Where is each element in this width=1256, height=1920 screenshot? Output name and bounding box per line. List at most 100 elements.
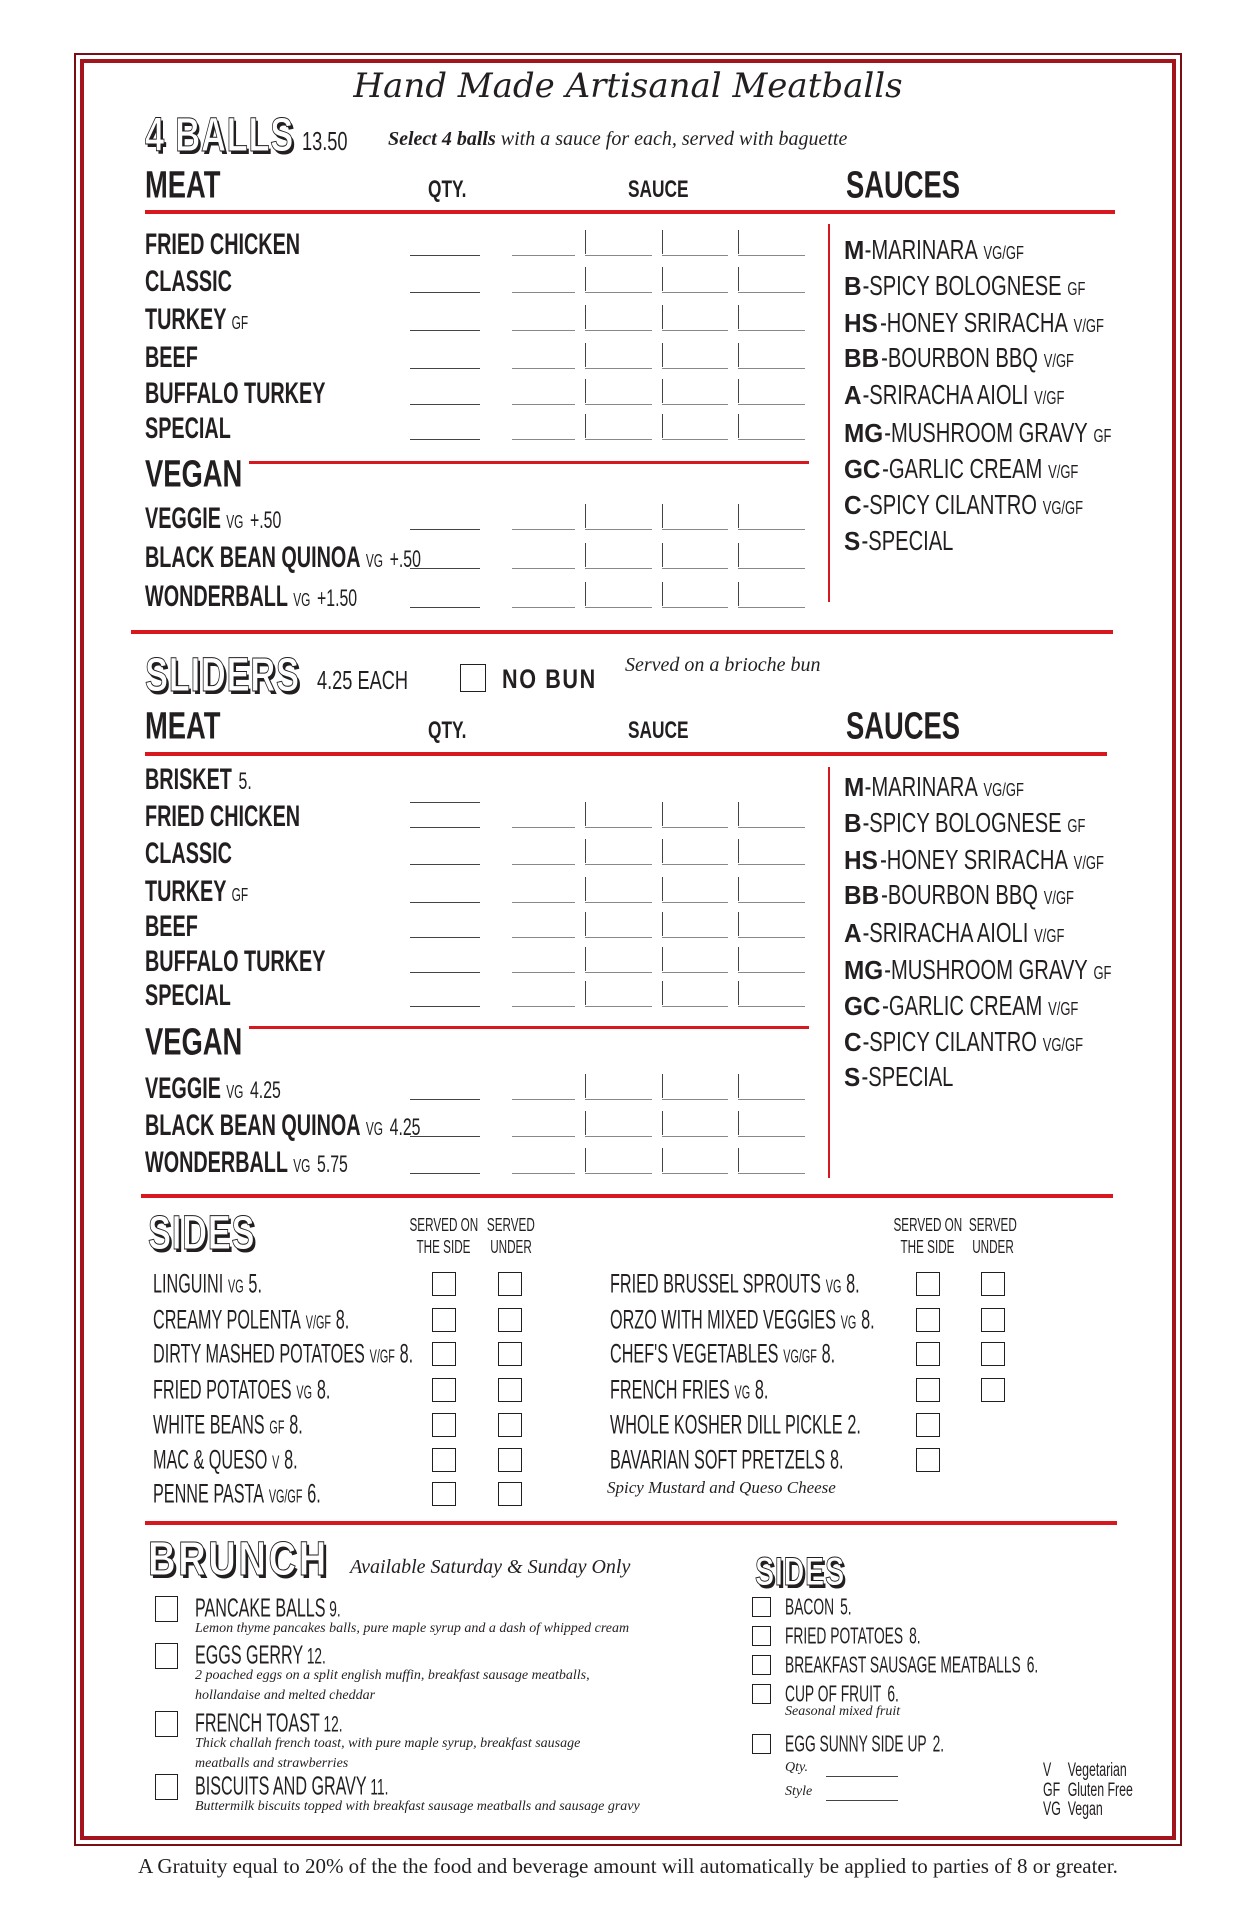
brunch-side-checkbox[interactable] (752, 1734, 771, 1754)
sauce-field[interactable] (662, 529, 728, 530)
served-under-checkbox[interactable] (498, 1448, 522, 1472)
served-under-checkbox[interactable] (498, 1342, 522, 1366)
sauce-field[interactable] (512, 1173, 575, 1174)
sauce-field[interactable] (662, 864, 728, 865)
sauce-field[interactable] (512, 255, 575, 256)
qty-field[interactable] (410, 864, 480, 865)
sauce-field[interactable] (662, 902, 728, 903)
sauce-field[interactable] (585, 368, 652, 369)
qty-field[interactable] (826, 1776, 898, 1777)
sauce-field[interactable] (738, 902, 805, 903)
sauce-field[interactable] (662, 1136, 728, 1137)
served-on-side-checkbox[interactable] (916, 1413, 940, 1437)
sauce-field[interactable] (512, 1099, 575, 1100)
served-under-checkbox[interactable] (498, 1413, 522, 1437)
sauce-field[interactable] (512, 1006, 575, 1007)
qty-field[interactable] (410, 937, 480, 938)
qty-field[interactable] (410, 404, 480, 405)
served-on-side-checkbox[interactable] (432, 1448, 456, 1472)
sauce-field[interactable] (585, 972, 652, 973)
sauce-field[interactable] (585, 529, 652, 530)
sauce-field[interactable] (738, 864, 805, 865)
served-under-checkbox[interactable] (498, 1482, 522, 1506)
sauce-field[interactable] (512, 568, 575, 569)
sauce-field[interactable] (585, 607, 652, 608)
brunch-item-checkbox[interactable] (155, 1643, 178, 1669)
sauce-field[interactable] (662, 292, 728, 293)
sauce-field[interactable] (738, 368, 805, 369)
sauce-field[interactable] (585, 439, 652, 440)
sauce-field[interactable] (662, 368, 728, 369)
qty-field[interactable] (410, 368, 480, 369)
sauce-field[interactable] (738, 1099, 805, 1100)
served-on-side-checkbox[interactable] (916, 1272, 940, 1296)
qty-field[interactable] (410, 1136, 480, 1137)
sauce-field[interactable] (662, 972, 728, 973)
served-on-side-checkbox[interactable] (916, 1378, 940, 1402)
sauce-field[interactable] (738, 529, 805, 530)
sauce-field[interactable] (738, 1136, 805, 1137)
sauce-field[interactable] (585, 1136, 652, 1137)
brunch-side-checkbox[interactable] (752, 1597, 771, 1617)
sauce-field[interactable] (738, 330, 805, 331)
served-under-checkbox[interactable] (498, 1272, 522, 1296)
brunch-item-checkbox[interactable] (155, 1711, 178, 1737)
sauce-field[interactable] (512, 972, 575, 973)
served-on-side-checkbox[interactable] (916, 1308, 940, 1332)
qty-field[interactable] (410, 1173, 480, 1174)
sauce-field[interactable] (585, 1173, 652, 1174)
sauce-field[interactable] (662, 1173, 728, 1174)
served-on-side-checkbox[interactable] (916, 1448, 940, 1472)
no-bun-checkbox[interactable] (460, 664, 486, 692)
sauce-field[interactable] (662, 255, 728, 256)
sauce-field[interactable] (512, 1136, 575, 1137)
sauce-field[interactable] (585, 568, 652, 569)
served-under-checkbox[interactable] (981, 1272, 1005, 1296)
sauce-field[interactable] (585, 902, 652, 903)
sauce-field[interactable] (512, 529, 575, 530)
qty-field[interactable] (410, 330, 480, 331)
sauce-field[interactable] (512, 937, 575, 938)
sauce-field[interactable] (738, 972, 805, 973)
served-on-side-checkbox[interactable] (432, 1378, 456, 1402)
served-on-side-checkbox[interactable] (432, 1482, 456, 1506)
qty-field[interactable] (410, 902, 480, 903)
sauce-field[interactable] (512, 368, 575, 369)
served-under-checkbox[interactable] (498, 1378, 522, 1402)
qty-field[interactable] (410, 568, 480, 569)
served-on-side-checkbox[interactable] (432, 1272, 456, 1296)
sauce-field[interactable] (662, 439, 728, 440)
sauce-field[interactable] (512, 864, 575, 865)
served-under-checkbox[interactable] (981, 1378, 1005, 1402)
sauce-field[interactable] (512, 292, 575, 293)
sauce-field[interactable] (585, 255, 652, 256)
brunch-side-checkbox[interactable] (752, 1655, 771, 1675)
sauce-field[interactable] (662, 827, 728, 828)
served-on-side-checkbox[interactable] (432, 1308, 456, 1332)
qty-field[interactable] (410, 1006, 480, 1007)
sauce-field[interactable] (738, 568, 805, 569)
sauce-field[interactable] (662, 330, 728, 331)
qty-field[interactable] (410, 1099, 480, 1100)
served-on-side-checkbox[interactable] (432, 1342, 456, 1366)
sauce-field[interactable] (662, 568, 728, 569)
brunch-side-checkbox[interactable] (752, 1626, 771, 1646)
sauce-field[interactable] (738, 255, 805, 256)
sauce-field[interactable] (738, 1006, 805, 1007)
sauce-field[interactable] (512, 439, 575, 440)
qty-field[interactable] (410, 972, 480, 973)
sauce-field[interactable] (662, 937, 728, 938)
brunch-item-checkbox[interactable] (155, 1774, 178, 1800)
sauce-field[interactable] (585, 404, 652, 405)
sauce-field[interactable] (585, 330, 652, 331)
sauce-field[interactable] (512, 902, 575, 903)
qty-field[interactable] (410, 802, 480, 803)
sauce-field[interactable] (585, 292, 652, 293)
sauce-field[interactable] (585, 1006, 652, 1007)
qty-field[interactable] (410, 529, 480, 530)
sauce-field[interactable] (512, 607, 575, 608)
style-field[interactable] (826, 1800, 898, 1801)
sauce-field[interactable] (738, 1173, 805, 1174)
sauce-field[interactable] (585, 937, 652, 938)
qty-field[interactable] (410, 255, 480, 256)
